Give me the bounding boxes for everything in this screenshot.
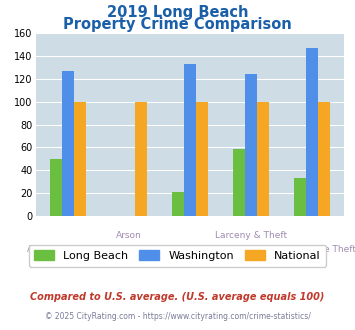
Bar [171,192,184,216]
Text: Larceny & Theft: Larceny & Theft [215,231,287,240]
Text: All Property Crime: All Property Crime [27,246,109,254]
Bar [306,48,318,216]
Bar [233,148,245,216]
Bar [245,74,257,216]
Bar [50,159,62,216]
Bar [74,102,86,216]
Bar [135,102,147,216]
Bar [62,71,74,216]
Bar [257,102,269,216]
Bar [294,179,306,216]
Text: Motor Vehicle Theft: Motor Vehicle Theft [268,246,355,254]
Bar [184,64,196,216]
Text: 2019 Long Beach: 2019 Long Beach [107,5,248,20]
Text: Property Crime Comparison: Property Crime Comparison [63,16,292,31]
Text: Compared to U.S. average. (U.S. average equals 100): Compared to U.S. average. (U.S. average … [30,292,325,302]
Legend: Long Beach, Washington, National: Long Beach, Washington, National [29,245,326,267]
Bar [196,102,208,216]
Bar [318,102,330,216]
Text: © 2025 CityRating.com - https://www.cityrating.com/crime-statistics/: © 2025 CityRating.com - https://www.city… [45,312,310,321]
Text: Burglary: Burglary [171,246,209,254]
Text: Arson: Arson [116,231,142,240]
